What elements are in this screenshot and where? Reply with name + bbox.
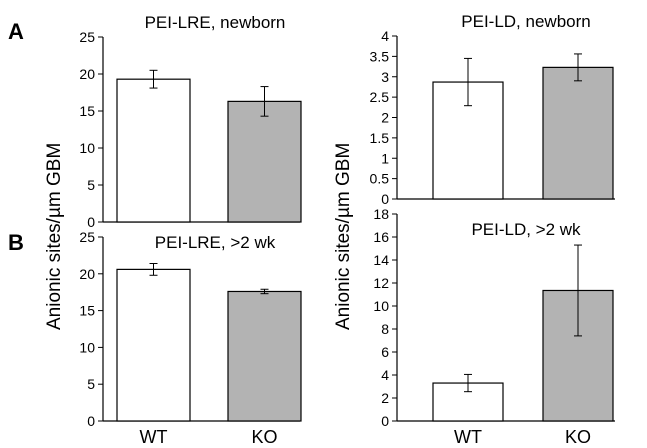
chart-title: PEI-LD, newborn: [461, 12, 590, 31]
y-tick-label: 6: [381, 344, 389, 360]
y-tick-label: 2: [381, 390, 389, 406]
bar-wt: [116, 268, 191, 422]
y-tick-label: 16: [373, 229, 389, 245]
y-tick-label: 0: [87, 413, 95, 429]
y-tick-label: 3.5: [370, 48, 390, 64]
y-tick-label: 20: [79, 266, 95, 282]
y-tick-label: 0: [381, 191, 389, 207]
x-tick-label: KO: [251, 427, 277, 447]
chart-title: PEI-LRE, newborn: [145, 13, 286, 32]
x-tick-label: WT: [454, 427, 482, 447]
x-tick-label: WT: [140, 427, 168, 447]
y-tick-label: 4: [381, 28, 389, 44]
y-tick-label: 15: [79, 103, 95, 119]
y-tick-label: 1: [381, 150, 389, 166]
panel-label-a: A: [8, 19, 24, 44]
y-tick-label: 14: [373, 252, 389, 268]
y-tick-label: 4: [381, 367, 389, 383]
y-tick-label: 2: [381, 110, 389, 126]
chart-title: PEI-LD, >2 wk: [471, 220, 581, 239]
bar-ko: [227, 290, 302, 422]
bar-ko: [227, 100, 302, 223]
y-tick-label: 0.5: [370, 171, 390, 187]
y-tick-label: 10: [79, 140, 95, 156]
y-tick-label: 0: [87, 214, 95, 230]
chart-title: PEI-LRE, >2 wk: [155, 233, 276, 252]
y-tick-label: 0: [381, 413, 389, 429]
bar-wt: [116, 78, 191, 223]
y-tick-label: 25: [79, 229, 95, 245]
y-tick-label: 10: [79, 339, 95, 355]
y-tick-label: 25: [79, 29, 95, 45]
y-tick-label: 12: [373, 275, 389, 291]
y-tick-label: 1.5: [370, 130, 390, 146]
y-tick-label: 15: [79, 303, 95, 319]
y-tick-label: 3: [381, 69, 389, 85]
y-tick-label: 5: [87, 376, 95, 392]
y-tick-label: 18: [373, 206, 389, 222]
panel-label-b: B: [8, 230, 24, 255]
y-tick-label: 2.5: [370, 89, 390, 105]
bar-ko: [542, 66, 614, 200]
y-tick-label: 10: [373, 298, 389, 314]
y-tick-label: 8: [381, 321, 389, 337]
y-tick-label: 20: [79, 66, 95, 82]
x-tick-label: KO: [565, 427, 591, 447]
y-tick-label: 5: [87, 177, 95, 193]
